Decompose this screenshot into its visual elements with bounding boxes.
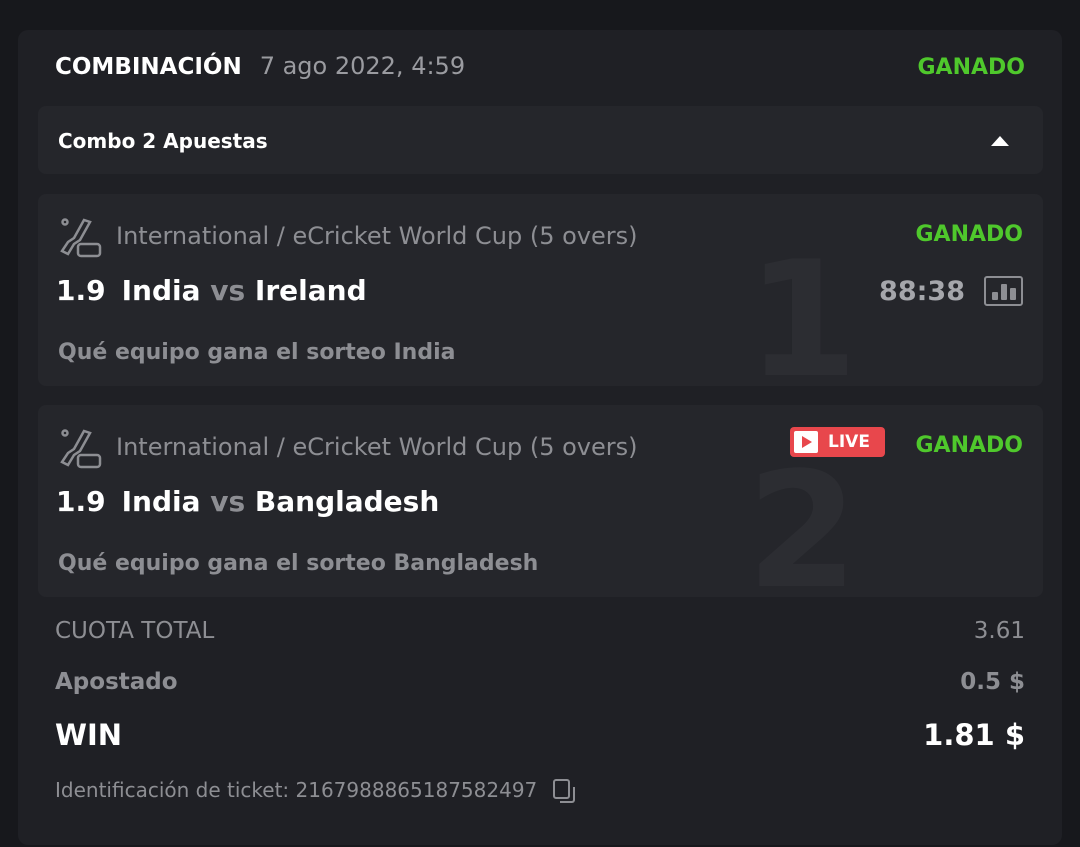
team1: India [121, 485, 201, 518]
selection: Qué equipo gana el sorteo Bangladesh [58, 551, 539, 576]
bet-type: COMBINACIÓN [55, 54, 242, 80]
vs: vs [210, 485, 246, 518]
bet-status: GANADO [917, 55, 1026, 80]
bet-date: 7 ago 2022, 4:59 [259, 52, 466, 80]
leg-number: 1 [746, 226, 858, 387]
odd: 1.9 [56, 274, 106, 307]
win-label: WIN [55, 718, 123, 752]
ecricket-gamepad-icon [60, 218, 102, 258]
leg-status: GANADO [915, 433, 1024, 458]
total-odds-row: CUOTA TOTAL 3.61 [55, 618, 1025, 644]
bet-card: COMBINACIÓN 7 ago 2022, 4:59 GANADO Comb… [18, 30, 1062, 845]
tournament: International / eCricket World Cup (5 ov… [116, 222, 638, 250]
ticket-id: Identificación de ticket: 21679888651875… [55, 777, 577, 803]
total-odds-label: CUOTA TOTAL [55, 618, 215, 644]
vs: vs [210, 274, 246, 307]
stake-value: 0.5 $ [960, 669, 1025, 695]
team2: Ireland [254, 274, 367, 307]
match[interactable]: 1.9 India vs Bangladesh [56, 485, 439, 518]
team1: India [121, 274, 201, 307]
bet-header: COMBINACIÓN 7 ago 2022, 4:59 GANADO [55, 52, 1025, 86]
ticket-label: Identificación de ticket: 21679888651875… [55, 778, 538, 802]
bar-chart-icon[interactable] [984, 276, 1023, 306]
leg-status: GANADO [915, 222, 1024, 247]
match[interactable]: 1.9 India vs Ireland [56, 274, 367, 307]
live-label: LIVE [828, 432, 870, 452]
stake-label: Apostado [55, 669, 178, 695]
odd: 1.9 [56, 485, 106, 518]
bet-leg-2: 2 International / eCricket World Cup (5 … [38, 405, 1043, 597]
tournament: International / eCricket World Cup (5 ov… [116, 433, 638, 461]
total-odds-value: 3.61 [973, 618, 1025, 644]
caret-up-icon[interactable] [991, 136, 1009, 146]
win-value: 1.81 $ [923, 718, 1025, 752]
live-badge[interactable]: LIVE [790, 427, 885, 457]
win-row: WIN 1.81 $ [55, 718, 1025, 752]
stake-row: Apostado 0.5 $ [55, 669, 1025, 695]
ecricket-gamepad-icon [60, 429, 102, 469]
combo-toggle[interactable]: Combo 2 Apuestas [38, 106, 1043, 174]
copy-icon[interactable] [551, 777, 577, 803]
selection: Qué equipo gana el sorteo India [58, 340, 456, 365]
leg-number: 2 [746, 437, 858, 598]
team2: Bangladesh [254, 485, 440, 518]
bet-leg-1: 1 International / eCricket World Cup (5 … [38, 194, 1043, 386]
play-icon [794, 431, 818, 453]
combo-label: Combo 2 Apuestas [58, 129, 268, 153]
match-time: 88:38 [879, 276, 965, 307]
